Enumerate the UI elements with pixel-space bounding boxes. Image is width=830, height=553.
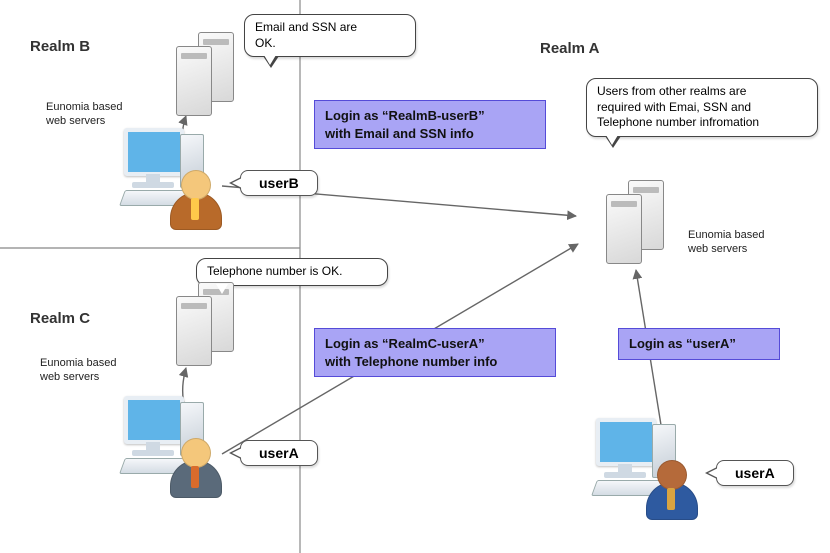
realm-b-title: Realm B (30, 38, 90, 55)
login-box-a-local: Login as “userA” (618, 328, 780, 360)
diagram-canvas: Realm B Realm C Realm A Eunomia basedweb se… (0, 0, 830, 553)
realm-a-title: Realm A (540, 40, 599, 57)
server-realm-c (150, 282, 240, 367)
realm-c-title: Realm C (30, 310, 90, 327)
server-label-realm-c: Eunomia basedweb servers (40, 356, 116, 385)
server-label-realm-b: Eunomia basedweb servers (46, 100, 122, 129)
user-b-icon (166, 168, 224, 228)
server-realm-b (150, 32, 240, 117)
login-box-c-to-a: Login as “RealmC-userA”with Telephone nu… (314, 328, 556, 377)
speech-realm-b-server: Email and SSN areOK. (244, 14, 416, 57)
speech-realm-a-server: Users from other realms arerequired with… (586, 78, 818, 137)
server-realm-a (580, 180, 670, 265)
user-a-right-icon (642, 458, 700, 518)
user-label-b: userB (240, 170, 318, 196)
user-label-a-right: userA (716, 460, 794, 486)
login-box-b-to-a: Login as “RealmB-userB”with Email and SS… (314, 100, 546, 149)
server-label-realm-a: Eunomia basedweb servers (688, 228, 764, 257)
user-a-left-icon (166, 436, 224, 496)
user-label-a-left: userA (240, 440, 318, 466)
